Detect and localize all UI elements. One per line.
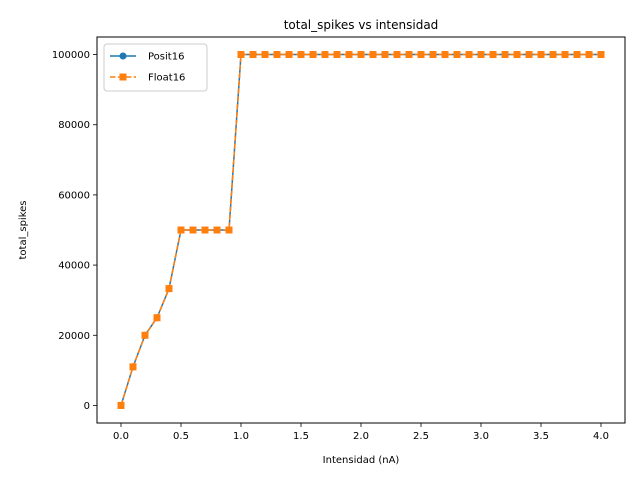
data-point bbox=[225, 226, 233, 234]
data-point bbox=[357, 51, 365, 59]
plot-area bbox=[117, 51, 605, 409]
data-point bbox=[381, 51, 389, 59]
data-point bbox=[273, 51, 281, 59]
data-point bbox=[261, 51, 269, 59]
legend-marker bbox=[119, 73, 127, 81]
y-tick-label: 80000 bbox=[58, 120, 90, 131]
series-float16 bbox=[117, 51, 605, 409]
data-point bbox=[117, 401, 125, 409]
data-point bbox=[537, 51, 545, 59]
x-tick-label: 3.0 bbox=[473, 431, 489, 442]
data-point bbox=[321, 51, 329, 59]
data-point bbox=[285, 51, 293, 59]
data-point bbox=[429, 51, 437, 59]
data-point bbox=[345, 51, 353, 59]
data-point bbox=[573, 51, 581, 59]
x-tick-label: 0.0 bbox=[113, 431, 129, 442]
y-tick-label: 100000 bbox=[52, 50, 90, 61]
data-point bbox=[153, 314, 161, 322]
data-point bbox=[309, 51, 317, 59]
legend-marker bbox=[119, 52, 127, 60]
x-tick-label: 3.5 bbox=[533, 431, 549, 442]
x-tick-label: 2.5 bbox=[413, 431, 429, 442]
data-point bbox=[453, 51, 461, 59]
y-tick-label: 60000 bbox=[58, 190, 90, 201]
data-point bbox=[189, 226, 197, 234]
data-point bbox=[297, 51, 305, 59]
x-axis-label: Intensidad (nA) bbox=[323, 455, 400, 466]
chart-title: total_spikes vs intensidad bbox=[284, 18, 439, 32]
data-point bbox=[141, 331, 149, 339]
data-point bbox=[129, 363, 137, 371]
data-point bbox=[501, 51, 509, 59]
data-point bbox=[417, 51, 425, 59]
y-axis: 0 20000 40000 60000 80000 100000 bbox=[52, 50, 97, 412]
x-tick-label: 0.5 bbox=[173, 431, 189, 442]
data-point bbox=[405, 51, 413, 59]
legend-item-float16: Float16 bbox=[110, 73, 185, 84]
data-point bbox=[237, 51, 245, 59]
data-point bbox=[249, 51, 257, 59]
legend-item-posit16: Posit16 bbox=[110, 52, 184, 63]
y-tick-label: 40000 bbox=[58, 261, 90, 272]
legend: Posit16 Float16 bbox=[103, 43, 208, 92]
data-point bbox=[177, 226, 185, 234]
legend-label: Posit16 bbox=[148, 52, 184, 63]
data-point bbox=[201, 226, 209, 234]
data-point bbox=[477, 51, 485, 59]
data-point bbox=[525, 51, 533, 59]
plot-frame bbox=[96, 36, 626, 424]
data-point bbox=[369, 51, 377, 59]
data-point bbox=[597, 51, 605, 59]
y-tick-label: 20000 bbox=[58, 331, 90, 342]
data-point bbox=[165, 285, 173, 293]
data-point bbox=[213, 226, 221, 234]
data-point bbox=[333, 51, 341, 59]
data-point bbox=[465, 51, 473, 59]
data-point bbox=[393, 51, 401, 59]
data-point bbox=[549, 51, 557, 59]
x-tick-label: 2.0 bbox=[353, 431, 369, 442]
data-point bbox=[585, 51, 593, 59]
x-tick-label: 1.5 bbox=[293, 431, 309, 442]
data-point bbox=[489, 51, 497, 59]
y-tick-label: 0 bbox=[84, 401, 90, 412]
data-point bbox=[513, 51, 521, 59]
x-tick-label: 1.0 bbox=[233, 431, 249, 442]
x-tick-label: 4.0 bbox=[593, 431, 609, 442]
y-axis-label: total_spikes bbox=[18, 201, 29, 260]
data-point bbox=[561, 51, 569, 59]
x-axis: 0.0 0.5 1.0 1.5 2.0 2.5 3.0 3.5 4.0 bbox=[113, 423, 609, 442]
legend-label: Float16 bbox=[148, 73, 185, 84]
data-point bbox=[441, 51, 449, 59]
